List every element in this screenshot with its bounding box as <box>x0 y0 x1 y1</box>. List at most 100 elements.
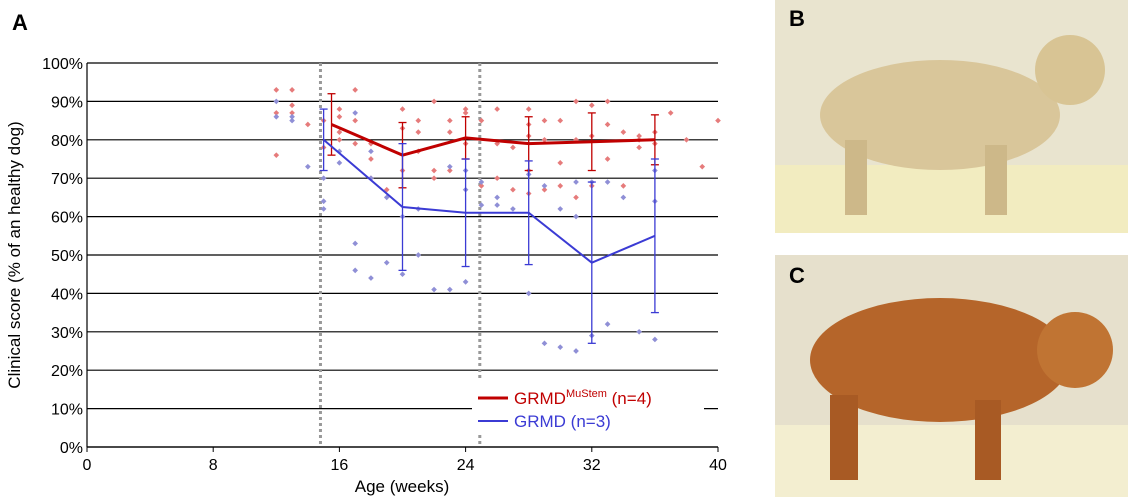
scatter-point <box>415 117 422 124</box>
scatter-point <box>494 106 500 112</box>
scatter-point <box>573 179 579 185</box>
scatter-point <box>510 144 516 151</box>
scatter-point <box>573 213 579 220</box>
scatter-point <box>446 117 453 124</box>
scatter-point <box>699 163 706 170</box>
scatter-point <box>557 160 564 166</box>
scatter-point <box>320 198 327 205</box>
y-tick-label: 90% <box>51 94 83 111</box>
scatter-point <box>510 186 516 193</box>
scatter-point <box>368 148 374 155</box>
scatter-point <box>652 336 658 343</box>
scatter-point <box>636 328 642 335</box>
scatter-point <box>289 102 295 109</box>
x-axis-label: Age (weeks) <box>355 477 449 496</box>
photo-c: C <box>775 255 1128 497</box>
scatter-point <box>399 271 406 278</box>
legend-label: GRMD (n=3) <box>514 412 611 431</box>
scatter-point <box>352 110 359 116</box>
scatter-point <box>446 167 453 174</box>
scatter-point <box>352 240 359 247</box>
scatter-point <box>478 202 485 208</box>
scatter-point <box>541 117 548 124</box>
scatter-point <box>446 286 453 293</box>
scatter-point <box>541 136 548 143</box>
y-tick-label: 20% <box>51 363 83 380</box>
scatter-point <box>431 175 437 182</box>
panel-label: A <box>12 10 28 35</box>
y-tick-label: 100% <box>42 56 83 73</box>
scatter-point <box>462 110 469 116</box>
scatter-point <box>431 167 437 174</box>
scatter-point <box>636 144 642 151</box>
x-tick-label: 0 <box>83 457 92 474</box>
y-tick-label: 70% <box>51 171 83 188</box>
x-tick-label: 8 <box>209 457 218 474</box>
panel-label: C <box>789 263 805 288</box>
y-tick-label: 30% <box>51 325 83 342</box>
scatter-point <box>336 106 343 112</box>
legend-name: GRMD <box>514 412 566 431</box>
scatter-point <box>399 106 406 112</box>
x-tick-label: 24 <box>457 457 475 474</box>
scatter-point <box>620 194 627 201</box>
scatter-point <box>336 136 343 143</box>
scatter-point <box>573 348 579 354</box>
y-tick-label: 60% <box>51 210 83 227</box>
scatter-point <box>368 275 374 281</box>
scatter-point <box>541 186 548 193</box>
scatter-point <box>446 129 453 135</box>
scatter-point <box>273 113 280 120</box>
scatter-point <box>620 183 627 189</box>
scatter-point <box>494 202 500 208</box>
scatter-point <box>588 102 595 109</box>
scatter-point <box>273 110 280 116</box>
scatter-point <box>462 106 469 112</box>
scatter-point <box>431 98 437 105</box>
scatter-point <box>604 321 611 327</box>
scatter-point <box>289 110 295 116</box>
photo-b: B <box>775 0 1128 233</box>
scatter-point <box>620 129 627 135</box>
scatter-point <box>667 110 674 116</box>
scatter-point <box>305 121 311 128</box>
scatter-point <box>352 87 359 93</box>
scatter-point <box>557 183 564 189</box>
mean-line <box>330 123 655 157</box>
scatter-point <box>541 340 548 347</box>
scatter-point <box>478 183 485 189</box>
scatter-point <box>273 98 280 105</box>
scatter-point <box>573 98 579 105</box>
scatter-point <box>415 252 422 258</box>
scatter-point <box>383 259 390 266</box>
y-tick-label: 10% <box>51 402 83 419</box>
scatter-point <box>494 194 500 201</box>
panel-label: B <box>789 6 805 31</box>
scatter-point <box>336 113 343 120</box>
scatter-point <box>573 194 579 201</box>
scatter-point <box>336 160 343 166</box>
scatter-point <box>541 183 548 189</box>
scatter-point <box>336 129 343 135</box>
scatter-point <box>525 290 532 297</box>
scatter-point <box>636 133 642 139</box>
legend-name: GRMD <box>514 389 566 408</box>
x-tick-label: 32 <box>583 457 601 474</box>
scatter-point <box>289 113 295 120</box>
scatter-point <box>478 117 485 124</box>
scatter-point <box>431 286 437 293</box>
scatter-point <box>352 117 359 124</box>
legend-note: (n=3) <box>566 412 611 431</box>
scatter-point <box>415 129 422 135</box>
legend-label: GRMDMuStem (n=4) <box>514 388 652 408</box>
mean-line <box>322 139 656 264</box>
y-axis-label: Clinical score (% of an healthy dog) <box>5 121 24 388</box>
legend-note: (n=4) <box>607 389 652 408</box>
scatter-point <box>273 152 280 158</box>
scatter-point <box>604 156 611 162</box>
scatter-point <box>352 140 359 147</box>
x-tick-label: 40 <box>709 457 727 474</box>
scatter-point <box>557 206 564 212</box>
scatter-point <box>305 163 311 170</box>
